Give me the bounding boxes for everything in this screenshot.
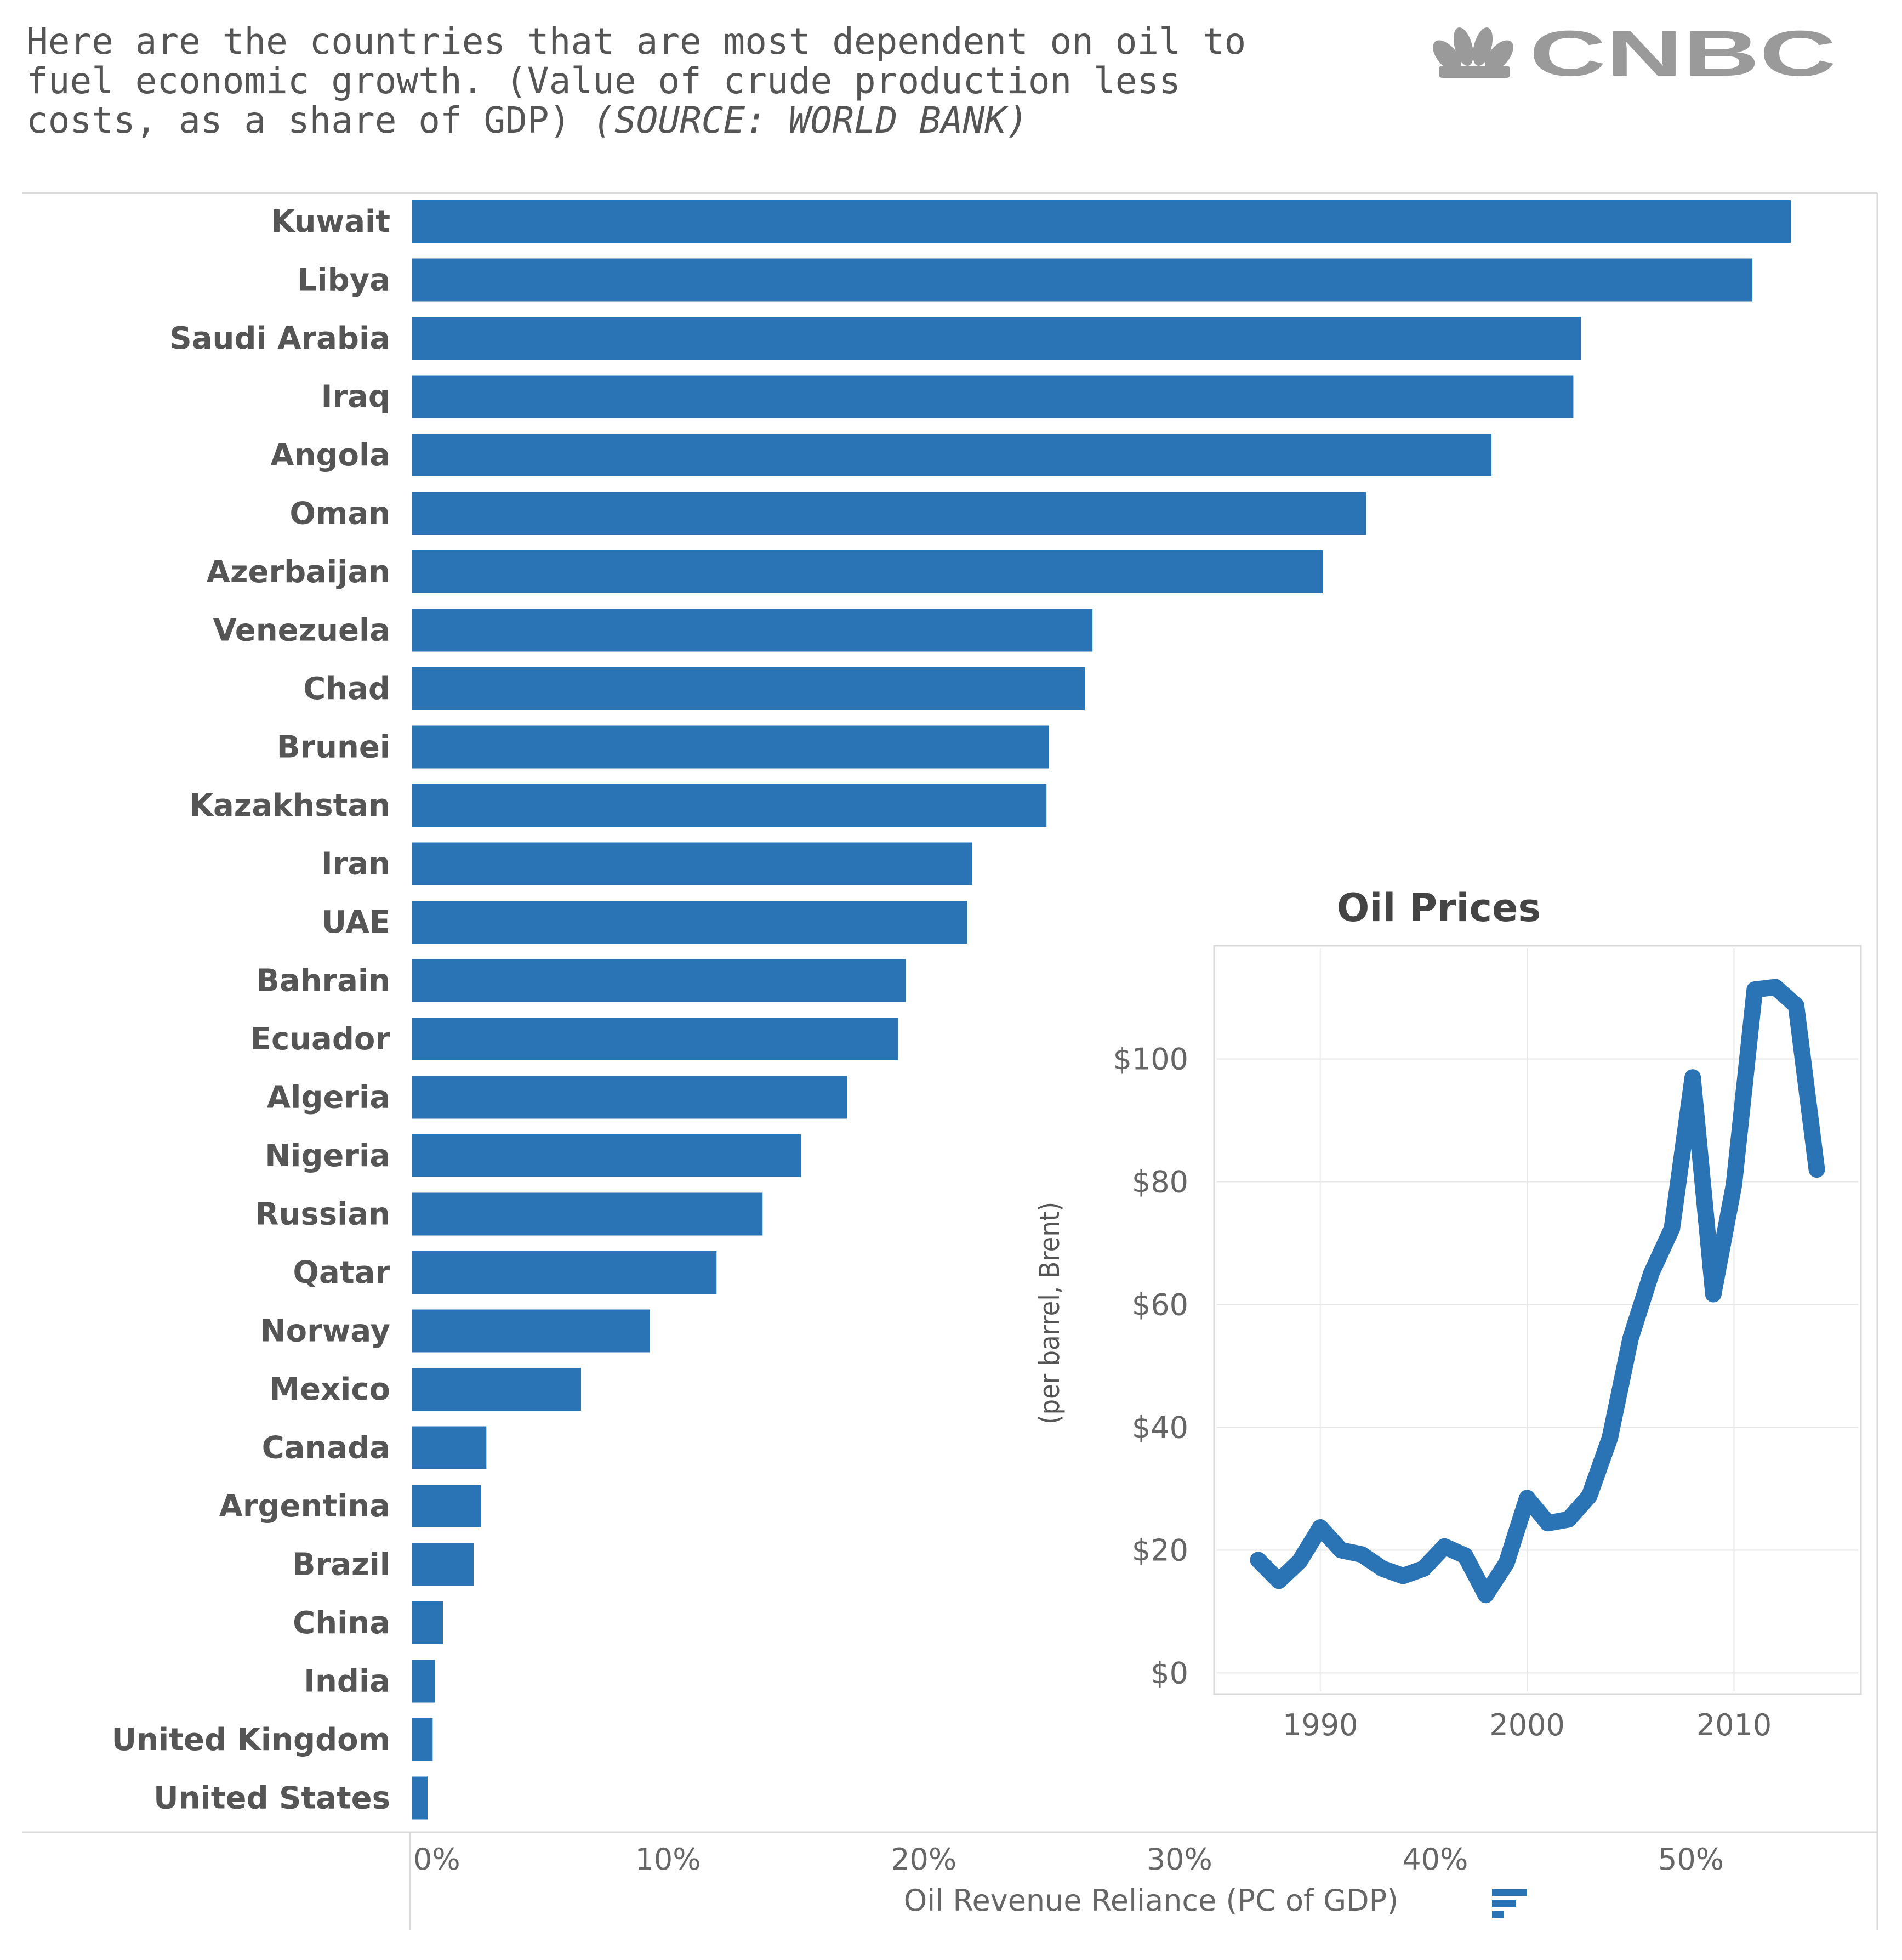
bar-kazakhstan xyxy=(412,784,1047,827)
category-label-iran: Iran xyxy=(321,847,390,882)
category-label-kuwait: Kuwait xyxy=(271,204,390,240)
category-label-algeria: Algeria xyxy=(267,1080,390,1116)
inset-chart-background xyxy=(1213,945,1862,1695)
bar-kuwait xyxy=(412,200,1791,243)
bar-brunei xyxy=(412,725,1049,769)
category-label-brunei: Brunei xyxy=(277,730,390,765)
inset-gridlines xyxy=(1217,948,1858,1691)
bar-mexico xyxy=(412,1368,581,1411)
bar-qatar xyxy=(412,1251,717,1294)
bar-bahrain xyxy=(412,959,906,1002)
category-label-venezuela: Venezuela xyxy=(213,613,390,649)
bar-chart: Kuwait Libya Saudi Arabia Iraq Angola Oman Aze… xyxy=(112,200,1791,1820)
inset-x-axis: 1990 2000 2010 xyxy=(1283,1708,1772,1742)
x-tick-label: 10% xyxy=(635,1842,701,1877)
inset-y-tick-label: $100 xyxy=(1113,1042,1188,1077)
bar-india xyxy=(412,1660,435,1703)
oil-price-line xyxy=(1250,979,1825,1604)
category-label-nigeria: Nigeria xyxy=(265,1138,390,1174)
inset-x-tick-label: 2010 xyxy=(1696,1708,1772,1742)
category-label-angola: Angola xyxy=(270,438,390,473)
bar-angola xyxy=(412,434,1492,476)
inset-y-tick-label: $40 xyxy=(1132,1410,1188,1445)
bar-saudi-arabia xyxy=(412,317,1581,360)
x-tick-label: 0% xyxy=(413,1842,460,1877)
category-label-china: China xyxy=(293,1605,390,1641)
category-label-norway: Norway xyxy=(260,1314,390,1349)
category-label-azerbaijan: Azerbaijan xyxy=(207,554,390,590)
x-tick-label: 50% xyxy=(1658,1842,1724,1877)
category-label-canada: Canada xyxy=(262,1430,390,1466)
inset-x-tick-label: 1990 xyxy=(1283,1708,1358,1742)
inset-y-tick-label: $80 xyxy=(1132,1165,1188,1200)
caption-source: (SOURCE: WORLD BANK) xyxy=(593,99,1028,141)
caption-line-1: Here are the countries that are most dep… xyxy=(26,20,1246,63)
bar-united-states xyxy=(412,1776,428,1820)
cnbc-logo-text: CNBC xyxy=(1529,22,1836,82)
bar-chad xyxy=(412,667,1085,710)
nbc-peacock-icon xyxy=(1433,27,1513,78)
chart-caption: Here are the countries that are most dep… xyxy=(26,22,1342,140)
x-tick-label: 40% xyxy=(1402,1842,1468,1877)
caption-line-2: fuel economic growth. (Value of crude pr… xyxy=(26,60,1181,102)
category-label-india: India xyxy=(304,1664,390,1700)
x-tick-label: 30% xyxy=(1147,1842,1212,1877)
inset-y-tick-label: $0 xyxy=(1151,1656,1188,1690)
bar-nigeria xyxy=(412,1134,801,1177)
category-label-united-kingdom: United Kingdom xyxy=(112,1722,390,1758)
inset-y-axis: $0 $20 $40 $60 $80 $100 xyxy=(1113,1042,1188,1691)
caption-line-3: costs, as a share of GDP) xyxy=(26,99,593,141)
inset-y-tick-label: $60 xyxy=(1132,1288,1188,1322)
category-label-qatar: Qatar xyxy=(293,1255,390,1291)
bar-algeria xyxy=(412,1076,847,1119)
sort-icon[interactable] xyxy=(1492,1889,1527,1918)
inset-y-axis-title: (per barrel, Brent) xyxy=(1034,1202,1066,1424)
bar-x-axis-title: Oil Revenue Reliance (PC of GDP) xyxy=(904,1883,1399,1918)
bar-oman xyxy=(412,492,1366,535)
bar-azerbaijan xyxy=(412,550,1323,593)
inset-y-tick-label: $20 xyxy=(1132,1533,1188,1567)
category-label-saudi-arabia: Saudi Arabia xyxy=(169,321,390,356)
category-label-bahrain: Bahrain xyxy=(256,963,390,999)
bar-united-kingdom xyxy=(412,1718,433,1761)
category-label-argentina: Argentina xyxy=(219,1489,390,1524)
bar-argentina xyxy=(412,1485,481,1527)
bar-venezuela xyxy=(412,609,1093,652)
category-label-oman: Oman xyxy=(289,496,390,532)
bar-russian xyxy=(412,1192,763,1236)
category-label-mexico: Mexico xyxy=(269,1372,390,1407)
bar-iraq xyxy=(412,375,1574,418)
bar-x-axis: 0% 10% 20% 30% 40% 50% xyxy=(413,1842,1724,1877)
bar-iran xyxy=(412,842,972,885)
category-label-chad: Chad xyxy=(303,671,390,707)
bar-norway xyxy=(412,1309,650,1353)
x-tick-label: 20% xyxy=(891,1842,956,1877)
category-label-united-states: United States xyxy=(153,1781,390,1816)
bar-canada xyxy=(412,1426,487,1469)
bar-libya xyxy=(412,258,1753,302)
category-label-uae: UAE xyxy=(322,905,390,940)
category-label-libya: Libya xyxy=(298,263,390,298)
bar-brazil xyxy=(412,1543,474,1586)
category-label-russian: Russian xyxy=(255,1197,390,1232)
bar-china xyxy=(412,1601,443,1644)
category-label-brazil: Brazil xyxy=(292,1547,390,1583)
bar-ecuador xyxy=(412,1018,898,1060)
category-label-ecuador: Ecuador xyxy=(250,1021,391,1057)
bar-uae xyxy=(412,901,967,944)
inset-x-tick-label: 2000 xyxy=(1489,1708,1564,1742)
category-label-iraq: Iraq xyxy=(321,379,390,415)
cnbc-logo: CNBC xyxy=(1433,22,1836,82)
category-label-kazakhstan: Kazakhstan xyxy=(190,788,390,823)
inset-chart-title: Oil Prices xyxy=(1337,885,1541,930)
